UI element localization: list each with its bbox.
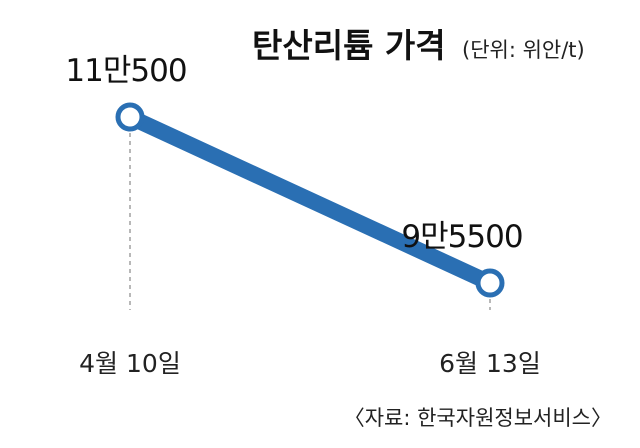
guide-lines bbox=[129, 117, 491, 310]
source-note: 〈자료: 한국자원정보서비스〉 bbox=[344, 406, 612, 430]
series-line-group bbox=[122, 109, 498, 291]
chart-title: 탄산리튬 가격 bbox=[252, 26, 446, 65]
x-axis-tick-labels: 4월 10일 6월 13일 bbox=[79, 349, 541, 378]
data-label-2: 9만5500 bbox=[401, 219, 522, 255]
x-tick-label-2: 6월 13일 bbox=[439, 349, 541, 378]
title-group: 탄산리튬 가격 (단위: 위안/t) bbox=[252, 26, 585, 65]
data-label-1: 11만500 bbox=[65, 53, 186, 89]
series-line bbox=[122, 109, 498, 291]
x-tick-label-1: 4월 10일 bbox=[79, 349, 181, 378]
data-point-2 bbox=[475, 268, 505, 298]
data-point-1 bbox=[115, 102, 145, 132]
chart-unit: (단위: 위안/t) bbox=[462, 38, 585, 62]
data-labels: 11만500 9만5500 bbox=[65, 53, 523, 255]
data-markers bbox=[115, 102, 505, 298]
